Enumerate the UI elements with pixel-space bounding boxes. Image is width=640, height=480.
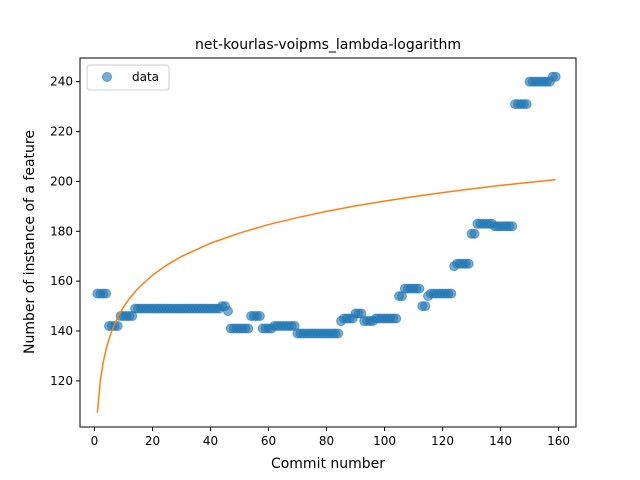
y-tick-label: 220 [50, 125, 73, 139]
legend-label-data: data [132, 70, 159, 84]
plot-area [80, 58, 576, 427]
x-axis-label: Commit number [271, 456, 385, 472]
x-axis: 0 20 40 60 80 100 120 140 160 [91, 427, 570, 448]
data-point [254, 311, 265, 322]
data-point [243, 323, 254, 334]
legend: data [86, 64, 170, 91]
x-tick-label: 140 [489, 434, 512, 448]
x-tick-label: 0 [91, 434, 99, 448]
data-point [521, 99, 532, 110]
data-point [391, 313, 402, 324]
data-point [507, 221, 518, 232]
data-point [333, 328, 344, 339]
x-tick-label: 160 [547, 434, 570, 448]
plot-frame [79, 57, 577, 428]
y-tick-label: 200 [50, 174, 73, 188]
marks [92, 71, 561, 413]
y-tick-label: 120 [50, 374, 73, 388]
data-point [222, 306, 233, 317]
legend-marker-data [102, 72, 112, 82]
y-tick-label: 180 [50, 224, 73, 238]
data-point [446, 288, 457, 299]
data-point [469, 228, 480, 239]
x-tick-label: 40 [203, 434, 218, 448]
x-tick-label: 100 [373, 434, 396, 448]
y-axis-label: Number of instance of a feature [22, 130, 38, 354]
x-tick-label: 60 [261, 434, 276, 448]
data-point [101, 288, 112, 299]
data-point [414, 283, 425, 294]
x-tick-label: 80 [319, 434, 334, 448]
data-point [420, 301, 431, 312]
y-tick-label: 140 [50, 324, 73, 338]
x-tick-label: 20 [145, 434, 160, 448]
chart-title: net-kourlas-voipms_lambda-logarithm [195, 37, 461, 53]
data-point [550, 71, 561, 82]
legend-box [86, 64, 170, 91]
x-tick-label: 120 [431, 434, 454, 448]
y-tick-label: 240 [50, 75, 73, 89]
data-point [463, 258, 474, 269]
y-axis: 120 140 160 180 200 220 240 [50, 75, 80, 388]
fit-line [96, 178, 556, 413]
y-tick-label: 160 [50, 274, 73, 288]
